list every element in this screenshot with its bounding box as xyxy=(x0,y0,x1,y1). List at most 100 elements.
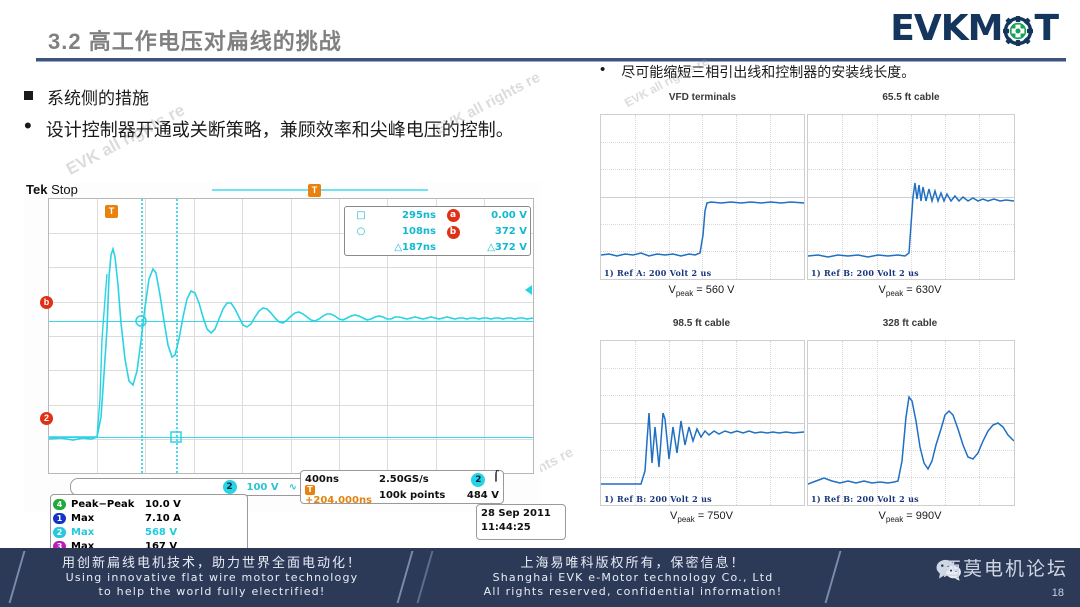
bullet-dot-text: 设计控制器开通或关断策略，兼顾效率和尖峰电压的控制。 xyxy=(45,120,514,140)
readout-t1: 295ns xyxy=(402,209,436,221)
vpeak-subscript: peak xyxy=(885,289,904,299)
delay-value: 204.000ns xyxy=(313,495,373,506)
measurement-label: Max xyxy=(71,540,95,552)
vpeak-prefix: V xyxy=(878,510,886,522)
channel-b-marker-icon[interactable]: b xyxy=(40,296,53,309)
measurement-label: Max xyxy=(71,512,95,524)
cursor-marker-a-icon[interactable]: T xyxy=(105,205,118,218)
panel-caption-3: 328 ft cable xyxy=(882,318,938,329)
cursor-a-handle-icon[interactable] xyxy=(170,431,183,444)
measurement-row: 3 Max 167 V xyxy=(53,539,247,553)
readout-cursor-a-icon: a xyxy=(446,209,460,223)
scope-state: Stop xyxy=(51,182,78,197)
timebase-value: 400ns xyxy=(305,473,339,485)
panel-caption-1: 65.5 ft cable xyxy=(882,92,940,103)
measurement-chip: 4 xyxy=(53,498,66,510)
measurement-label: Max xyxy=(71,526,95,538)
square-bullet-icon xyxy=(24,91,33,100)
vpeak-value: = 560 V xyxy=(696,284,735,296)
footer-right-cn: 上海易唯科版权所有，保密信息！ xyxy=(520,555,746,570)
panel-caption-2: 98.5 ft cable xyxy=(672,318,731,329)
readout-circle-icon: ○ xyxy=(356,226,366,238)
channel-2-ground-line xyxy=(49,437,533,438)
rising-edge-icon: ⌠ xyxy=(492,471,499,482)
vpeak-value: = 630V xyxy=(906,284,942,296)
dot-bullet-icon: • xyxy=(24,113,32,138)
vpeak-label-3: Vpeak = 990V xyxy=(807,510,1013,524)
readout-square-icon: □ xyxy=(356,209,366,221)
trigger-level-marker-icon[interactable] xyxy=(525,285,532,295)
measurement-value: 568 V xyxy=(145,526,178,538)
measurement-value: 167 V xyxy=(145,540,178,552)
page-title: 3.2 高工作电压对扁线的挑战 xyxy=(48,29,342,54)
readout-cursor-b-icon: b xyxy=(446,225,460,239)
scope-brand-label: Tek Stop xyxy=(26,182,78,197)
wechat-icon xyxy=(936,559,962,581)
channel-chip-2[interactable]: 2 xyxy=(222,480,237,494)
scope-thumbnail-1: 1) Ref B: 200 Volt 2 us xyxy=(807,114,1015,280)
measurement-value: 10.0 V xyxy=(145,498,181,510)
logo-text-right: T xyxy=(1034,8,1059,49)
delay-marker-icon: T xyxy=(305,485,315,495)
channel-scale-value: 100 V xyxy=(246,481,279,493)
footer-left-block: 用创新扁线电机技术，助力世界全面电动化！ Using innovative fl… xyxy=(22,552,402,602)
vpeak-label-2: Vpeak = 750V xyxy=(600,510,803,524)
scope-waveform xyxy=(49,246,533,441)
thumbnail-waveform-0 xyxy=(601,201,804,257)
thumbnail-footer-0: 1) Ref A: 200 Volt 2 us xyxy=(604,268,712,278)
readout-v1: 0.00 V xyxy=(491,209,527,221)
bullet-dot-item: • 设计控制器开通或关断策略，兼顾效率和尖峰电压的控制。 xyxy=(24,113,514,142)
readout-delta-t: △187ns xyxy=(394,241,436,253)
header-divider xyxy=(36,58,1066,61)
scope-brand: Tek xyxy=(26,182,48,197)
vpeak-label-0: Vpeak = 560 V xyxy=(600,284,803,298)
scope-datetime: 28 Sep 2011 11:44:25 xyxy=(476,504,566,540)
measurement-value: 7.10 A xyxy=(145,512,181,524)
delay-prefix: + xyxy=(305,495,314,506)
vpeak-prefix: V xyxy=(670,510,678,522)
timebase-trigger-bar[interactable]: 400ns 2.50GS/s 2 ⌠ T +204.000ns 100k poi… xyxy=(300,470,504,506)
vpeak-subscript: peak xyxy=(675,289,694,299)
right-bullet-item: • 尽可能缩短三相引出线和控制器的安装线长度。 xyxy=(600,62,915,82)
readout-delta-v: △372 V xyxy=(487,241,527,253)
vpeak-prefix: V xyxy=(878,284,886,296)
vpeak-value: = 990V xyxy=(906,510,942,522)
vpeak-value: = 750V xyxy=(697,510,733,522)
measurement-label: Peak−Peak xyxy=(71,498,135,510)
footer-left-cn: 用创新扁线电机技术，助力世界全面电动化！ xyxy=(61,555,362,570)
right-bullet-text: 尽可能缩短三相引出线和控制器的安装线长度。 xyxy=(621,64,916,80)
thumbnail-waveform-1 xyxy=(808,182,1014,258)
footer-right-block: 上海易唯科版权所有，保密信息！ Shanghai EVK e-Motor tec… xyxy=(438,552,828,602)
cursor-readout-panel: □ 295ns a 0.00 V ○ 108ns b 372 V △187ns … xyxy=(344,206,531,256)
page-number: 18 xyxy=(1051,587,1064,599)
footer-left-en-1: Using innovative flat wire motor technol… xyxy=(65,571,359,584)
readout-v2: 372 V xyxy=(494,226,527,238)
vpeak-label-1: Vpeak = 630V xyxy=(807,284,1013,298)
dot-bullet-icon: • xyxy=(600,61,606,78)
brand-logo: EVKM xyxy=(890,8,1059,49)
channel-2-marker-icon[interactable]: 2 xyxy=(40,412,53,425)
thumbnail-footer-1: 1) Ref B: 200 Volt 2 us xyxy=(811,268,919,278)
trigger-position-icon: T xyxy=(308,184,321,197)
thumbnail-footer-2: 1) Ref B: 200 Volt 2 us xyxy=(604,494,712,504)
thumbnail-waveform-3 xyxy=(808,395,1014,485)
cursor-b-handle-icon[interactable] xyxy=(135,315,148,328)
trigger-level-value: 484 V xyxy=(466,489,499,501)
cursor-b-vertical[interactable] xyxy=(176,199,178,473)
panel-caption-0: VFD terminals xyxy=(668,92,737,103)
vpeak-prefix: V xyxy=(668,284,676,296)
sample-rate-value: 2.50GS/s xyxy=(379,473,429,485)
ac-coupling-icon: ∿ xyxy=(288,481,297,493)
footer-left-en-2: to help the world fully electrified! xyxy=(98,585,326,598)
thumbnail-footer-3: 1) Ref B: 200 Volt 2 us xyxy=(811,494,919,504)
header-divider-thin xyxy=(36,61,1066,62)
measurement-row: 2 Max 568 V xyxy=(53,525,247,539)
measurement-chip: 3 xyxy=(53,540,66,552)
vpeak-subscript: peak xyxy=(677,515,695,525)
scope-thumbnail-0: 1) Ref A: 200 Volt 2 us xyxy=(600,114,805,280)
trigger-source-chip[interactable]: 2 xyxy=(471,473,486,487)
channel-b-level-line xyxy=(49,321,533,322)
measurement-row: 4 Peak−Peak 10.0 V xyxy=(53,497,247,511)
logo-text-left: EVKM xyxy=(890,8,1003,49)
